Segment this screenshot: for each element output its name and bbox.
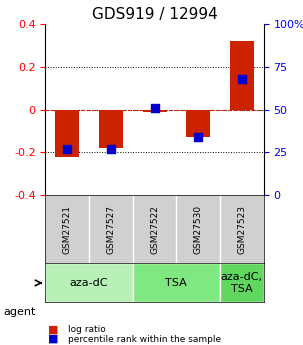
Point bbox=[239, 76, 244, 82]
FancyBboxPatch shape bbox=[45, 264, 133, 303]
Text: GSM27530: GSM27530 bbox=[194, 205, 203, 254]
FancyBboxPatch shape bbox=[133, 264, 220, 303]
Point bbox=[108, 146, 113, 152]
Bar bbox=[230, 41, 254, 110]
Text: ■: ■ bbox=[48, 325, 59, 334]
Point bbox=[65, 146, 70, 152]
Text: aza-dC,
TSA: aza-dC, TSA bbox=[221, 272, 263, 294]
Bar bbox=[99, 110, 123, 148]
Text: TSA: TSA bbox=[165, 278, 187, 288]
Title: GDS919 / 12994: GDS919 / 12994 bbox=[92, 7, 218, 22]
Text: aza-dC: aza-dC bbox=[70, 278, 108, 288]
Point bbox=[152, 105, 157, 111]
Text: GSM27521: GSM27521 bbox=[63, 205, 72, 254]
Text: log ratio: log ratio bbox=[68, 325, 106, 334]
Text: GSM27523: GSM27523 bbox=[237, 205, 246, 254]
Point bbox=[196, 134, 201, 140]
Text: agent: agent bbox=[3, 307, 35, 317]
Bar bbox=[186, 110, 210, 137]
Bar bbox=[142, 110, 167, 112]
FancyBboxPatch shape bbox=[220, 264, 264, 303]
Text: ■: ■ bbox=[48, 334, 59, 344]
Bar bbox=[55, 110, 79, 157]
Text: GSM27522: GSM27522 bbox=[150, 205, 159, 254]
Text: GSM27527: GSM27527 bbox=[106, 205, 115, 254]
Text: percentile rank within the sample: percentile rank within the sample bbox=[68, 335, 221, 344]
